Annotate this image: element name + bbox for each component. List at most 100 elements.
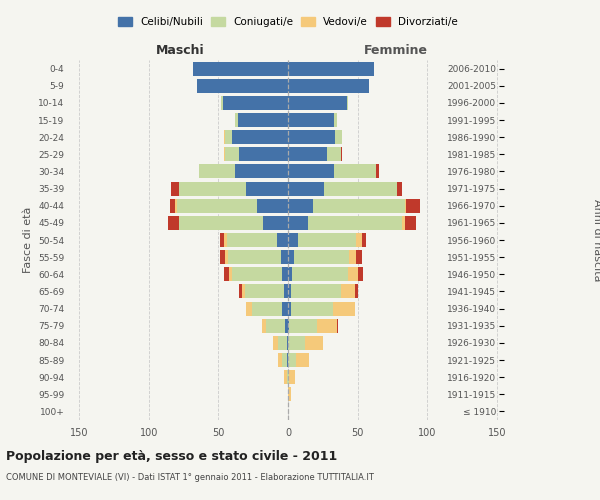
Bar — [288, 182, 324, 196]
Bar — [288, 216, 308, 230]
Bar — [239, 284, 242, 298]
Bar — [405, 198, 406, 212]
Bar — [176, 198, 257, 212]
Bar — [224, 148, 225, 162]
Bar — [288, 96, 347, 110]
Bar — [284, 370, 287, 384]
Bar — [170, 198, 175, 212]
Bar — [288, 113, 334, 127]
Text: Maschi: Maschi — [155, 44, 205, 57]
Bar — [405, 216, 416, 230]
Bar — [288, 130, 335, 144]
Bar — [355, 284, 358, 298]
Bar — [225, 148, 239, 162]
Bar — [289, 370, 295, 384]
Bar — [288, 62, 374, 76]
Bar — [224, 130, 225, 144]
Bar — [287, 353, 288, 367]
Bar — [168, 216, 179, 230]
Bar — [285, 318, 288, 332]
Bar — [283, 302, 288, 316]
Bar — [246, 302, 252, 316]
Bar — [296, 353, 309, 367]
Bar — [341, 284, 355, 298]
Bar — [228, 250, 281, 264]
Bar — [232, 268, 283, 281]
Bar — [402, 216, 405, 230]
Bar — [291, 284, 341, 298]
Bar — [308, 216, 402, 230]
Bar — [252, 302, 283, 316]
Bar — [288, 370, 289, 384]
Bar — [348, 268, 358, 281]
Bar — [288, 284, 291, 298]
Bar — [263, 216, 288, 230]
Bar — [334, 164, 376, 178]
Bar — [232, 130, 288, 144]
Bar — [179, 216, 263, 230]
Bar — [287, 336, 288, 350]
Y-axis label: Fasce di età: Fasce di età — [23, 207, 32, 273]
Bar — [225, 250, 228, 264]
Bar — [349, 250, 356, 264]
Bar — [175, 198, 176, 212]
Bar — [292, 268, 348, 281]
Bar — [171, 182, 179, 196]
Bar — [334, 113, 337, 127]
Text: Anni di nascita: Anni di nascita — [592, 198, 600, 281]
Bar — [225, 130, 232, 144]
Bar — [291, 302, 332, 316]
Bar — [223, 96, 288, 110]
Bar — [224, 233, 227, 247]
Bar — [356, 233, 362, 247]
Bar — [242, 284, 245, 298]
Bar — [287, 370, 288, 384]
Bar — [347, 96, 348, 110]
Bar — [288, 336, 305, 350]
Bar — [193, 62, 288, 76]
Bar — [220, 250, 225, 264]
Bar — [224, 268, 229, 281]
Bar — [239, 148, 288, 162]
Bar — [229, 268, 232, 281]
Bar — [272, 336, 278, 350]
Bar — [332, 302, 355, 316]
Bar — [288, 78, 369, 92]
Bar — [406, 198, 421, 212]
Bar — [199, 164, 235, 178]
Bar — [227, 233, 277, 247]
Bar — [288, 268, 292, 281]
Bar — [245, 284, 284, 298]
Text: Femmine: Femmine — [364, 44, 428, 57]
Bar — [283, 268, 288, 281]
Text: COMUNE DI MONTEVIALE (VI) - Dati ISTAT 1° gennaio 2011 - Elaborazione TUTTITALIA: COMUNE DI MONTEVIALE (VI) - Dati ISTAT 1… — [6, 472, 374, 482]
Bar — [356, 250, 362, 264]
Bar — [238, 113, 288, 127]
Bar — [221, 96, 223, 110]
Bar — [324, 182, 397, 196]
Bar — [266, 318, 285, 332]
Bar — [288, 318, 289, 332]
Bar — [277, 233, 288, 247]
Bar — [235, 113, 238, 127]
Bar — [298, 233, 356, 247]
Bar — [283, 353, 287, 367]
Bar — [288, 388, 291, 402]
Bar — [288, 148, 327, 162]
Bar — [220, 233, 224, 247]
Bar — [337, 318, 338, 332]
Bar — [278, 336, 287, 350]
Bar — [288, 233, 298, 247]
Bar — [358, 268, 363, 281]
Bar — [278, 353, 283, 367]
Bar — [341, 148, 343, 162]
Bar — [246, 182, 288, 196]
Bar — [281, 250, 288, 264]
Bar — [293, 250, 349, 264]
Bar — [288, 302, 291, 316]
Bar — [397, 182, 402, 196]
Bar — [327, 148, 341, 162]
Bar — [235, 164, 288, 178]
Bar — [197, 78, 288, 92]
Bar — [257, 198, 288, 212]
